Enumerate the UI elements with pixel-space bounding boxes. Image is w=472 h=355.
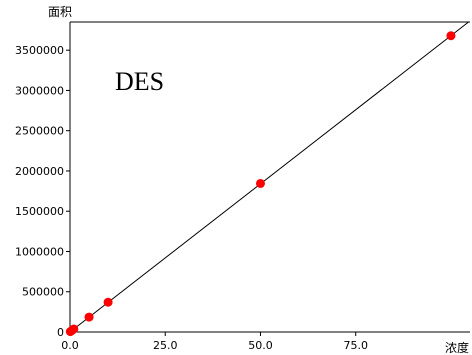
y-tick-label: 3500000 <box>15 44 64 57</box>
x-tick-label: 50.0 <box>248 339 273 352</box>
x-axis-title: 浓度 <box>445 340 469 355</box>
y-tick-label: 500000 <box>22 286 64 299</box>
x-tick-label: 25.0 <box>153 339 178 352</box>
data-point <box>446 31 456 41</box>
x-tick-label: 0.0 <box>61 339 79 352</box>
data-point <box>84 312 94 322</box>
y-axis-title: 面积 <box>48 5 72 19</box>
fit-line <box>69 21 469 333</box>
data-point <box>69 324 79 334</box>
y-tick-label: 2500000 <box>15 125 64 138</box>
y-tick-label: 1000000 <box>15 245 64 258</box>
data-point <box>255 178 265 188</box>
x-axis-ticks: 0.0 25.0 50.0 75.0 <box>61 332 368 352</box>
y-tick-label: 0 <box>57 326 64 339</box>
data-point <box>103 297 113 307</box>
y-axis-ticks: 0 500000 1000000 1500000 2000000 2500000 30000… <box>15 44 70 339</box>
y-tick-label: 2000000 <box>15 165 64 178</box>
x-tick-label: 75.0 <box>343 339 368 352</box>
chart-annotation: DES <box>115 67 164 96</box>
plot-frame <box>69 21 470 333</box>
y-tick-label: 1500000 <box>15 205 64 218</box>
y-tick-label: 3000000 <box>15 84 64 97</box>
data-points <box>65 31 456 337</box>
